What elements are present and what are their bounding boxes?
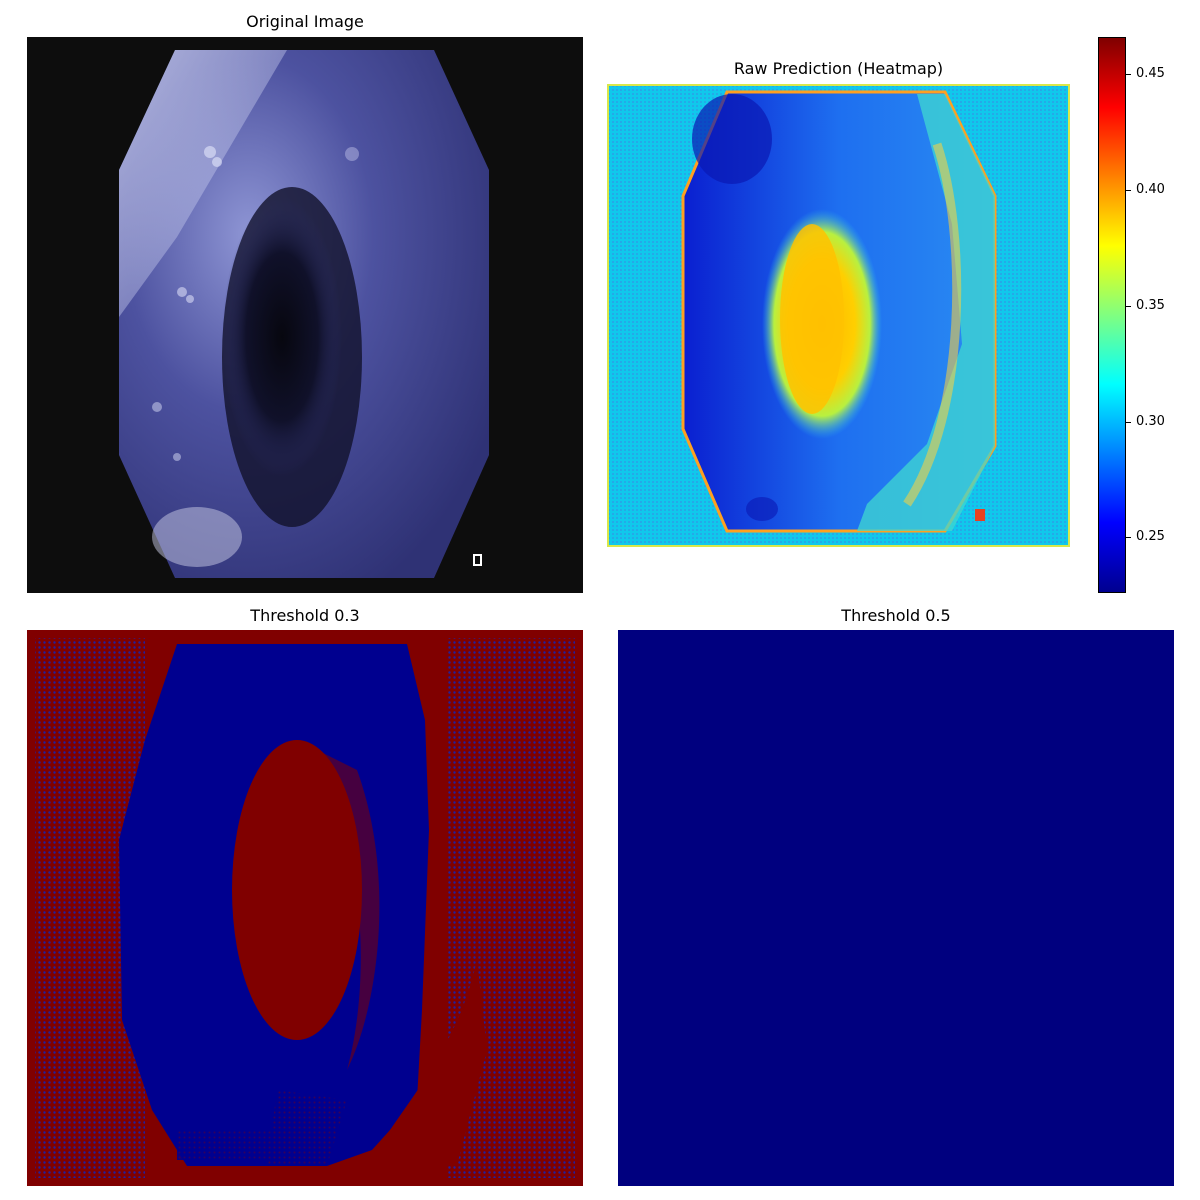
colorbar-tick-label: 0.35 [1136,298,1165,313]
threshold-high-title: Threshold 0.5 [841,606,951,625]
colorbar [1098,37,1126,593]
heatmap-image [607,84,1070,547]
threshold-high-mask [618,630,1174,1186]
colorbar-tick-mark [1126,190,1131,191]
original-image [27,37,583,593]
colorbar-tick-mark [1126,306,1131,307]
threshold-low-title: Threshold 0.3 [250,606,360,625]
threshold-low-mask [27,630,583,1186]
colorbar-tick-label: 0.30 [1136,414,1165,429]
colorbar-tick-mark [1126,74,1131,75]
heatmap-title: Raw Prediction (Heatmap) [733,59,944,78]
colorbar-tick-label: 0.40 [1136,182,1165,197]
colorbar-tick-label: 0.25 [1136,529,1165,544]
original-image-title: Original Image [246,12,364,31]
colorbar-tick-label: 0.45 [1136,66,1165,81]
colorbar-tick-mark [1126,422,1131,423]
colorbar-tick-mark [1126,537,1131,538]
